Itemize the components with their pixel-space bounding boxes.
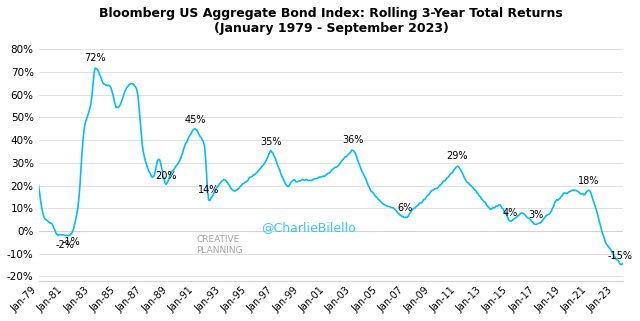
Text: 18%: 18%: [578, 176, 599, 186]
Text: 20%: 20%: [156, 171, 177, 181]
Text: 14%: 14%: [198, 185, 220, 195]
Text: 6%: 6%: [397, 203, 413, 213]
Text: -2%: -2%: [55, 239, 74, 250]
Text: -15%: -15%: [607, 251, 632, 261]
Title: Bloomberg US Aggregate Bond Index: Rolling 3-Year Total Returns
(January 1979 - : Bloomberg US Aggregate Bond Index: Rolli…: [99, 7, 563, 35]
Text: 4%: 4%: [502, 208, 518, 218]
Text: 45%: 45%: [185, 115, 207, 125]
Text: CREATIVE
PLANNING: CREATIVE PLANNING: [196, 235, 243, 255]
Text: @CharlieBilello: @CharlieBilello: [260, 221, 355, 234]
Text: 29%: 29%: [447, 151, 468, 161]
Text: 36%: 36%: [342, 135, 364, 145]
Text: -1%: -1%: [62, 237, 81, 247]
Text: 72%: 72%: [84, 53, 106, 64]
Text: 3%: 3%: [529, 210, 543, 220]
Text: 35%: 35%: [260, 137, 282, 147]
